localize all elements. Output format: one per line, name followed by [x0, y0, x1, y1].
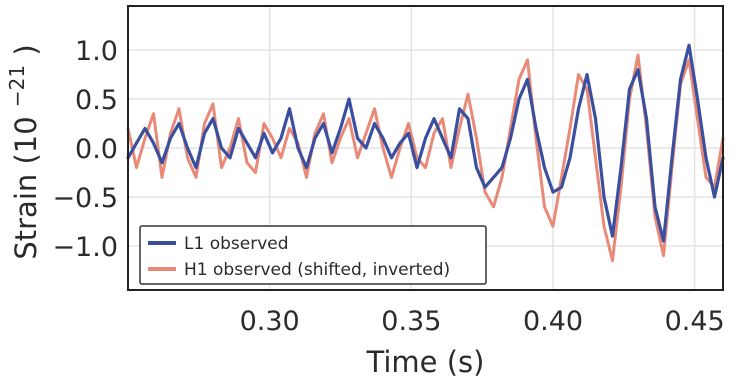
- y-axis-label: Strain (10 −21 ): [5, 44, 43, 259]
- legend-label-l1: L1 observed: [184, 234, 289, 254]
- y-tick-label: 0.0: [75, 134, 118, 165]
- y-ticks: 1.0 0.5 0.0 −0.5 −1.0: [52, 36, 118, 263]
- x-tick-label: 0.45: [665, 306, 725, 337]
- legend-label-h1: H1 observed (shifted, inverted): [184, 260, 450, 280]
- x-tick-label: 0.40: [523, 306, 583, 337]
- series-line-l1: [126, 43, 725, 243]
- plot-frame: [127, 5, 724, 291]
- x-axis-label: Time (s): [366, 345, 485, 379]
- legend-box: [139, 225, 487, 285]
- y-tick-label: 1.0: [75, 36, 118, 67]
- x-tick-label: 0.35: [381, 306, 441, 337]
- y-tick-label: −0.5: [52, 183, 118, 214]
- series-layer: [126, 43, 725, 263]
- y-axis-label-exponent: −21: [5, 65, 29, 107]
- y-tick-label: −1.0: [52, 232, 118, 263]
- x-ticks: 0.30 0.35 0.40 0.45: [240, 306, 725, 337]
- y-tick-label: 0.5: [75, 85, 118, 116]
- y-axis-label-close: ): [9, 44, 43, 55]
- legend: L1 observed H1 observed (shifted, invert…: [139, 225, 487, 285]
- y-axis-label-base: Strain (10: [9, 116, 43, 259]
- x-tick-label: 0.30: [240, 306, 300, 337]
